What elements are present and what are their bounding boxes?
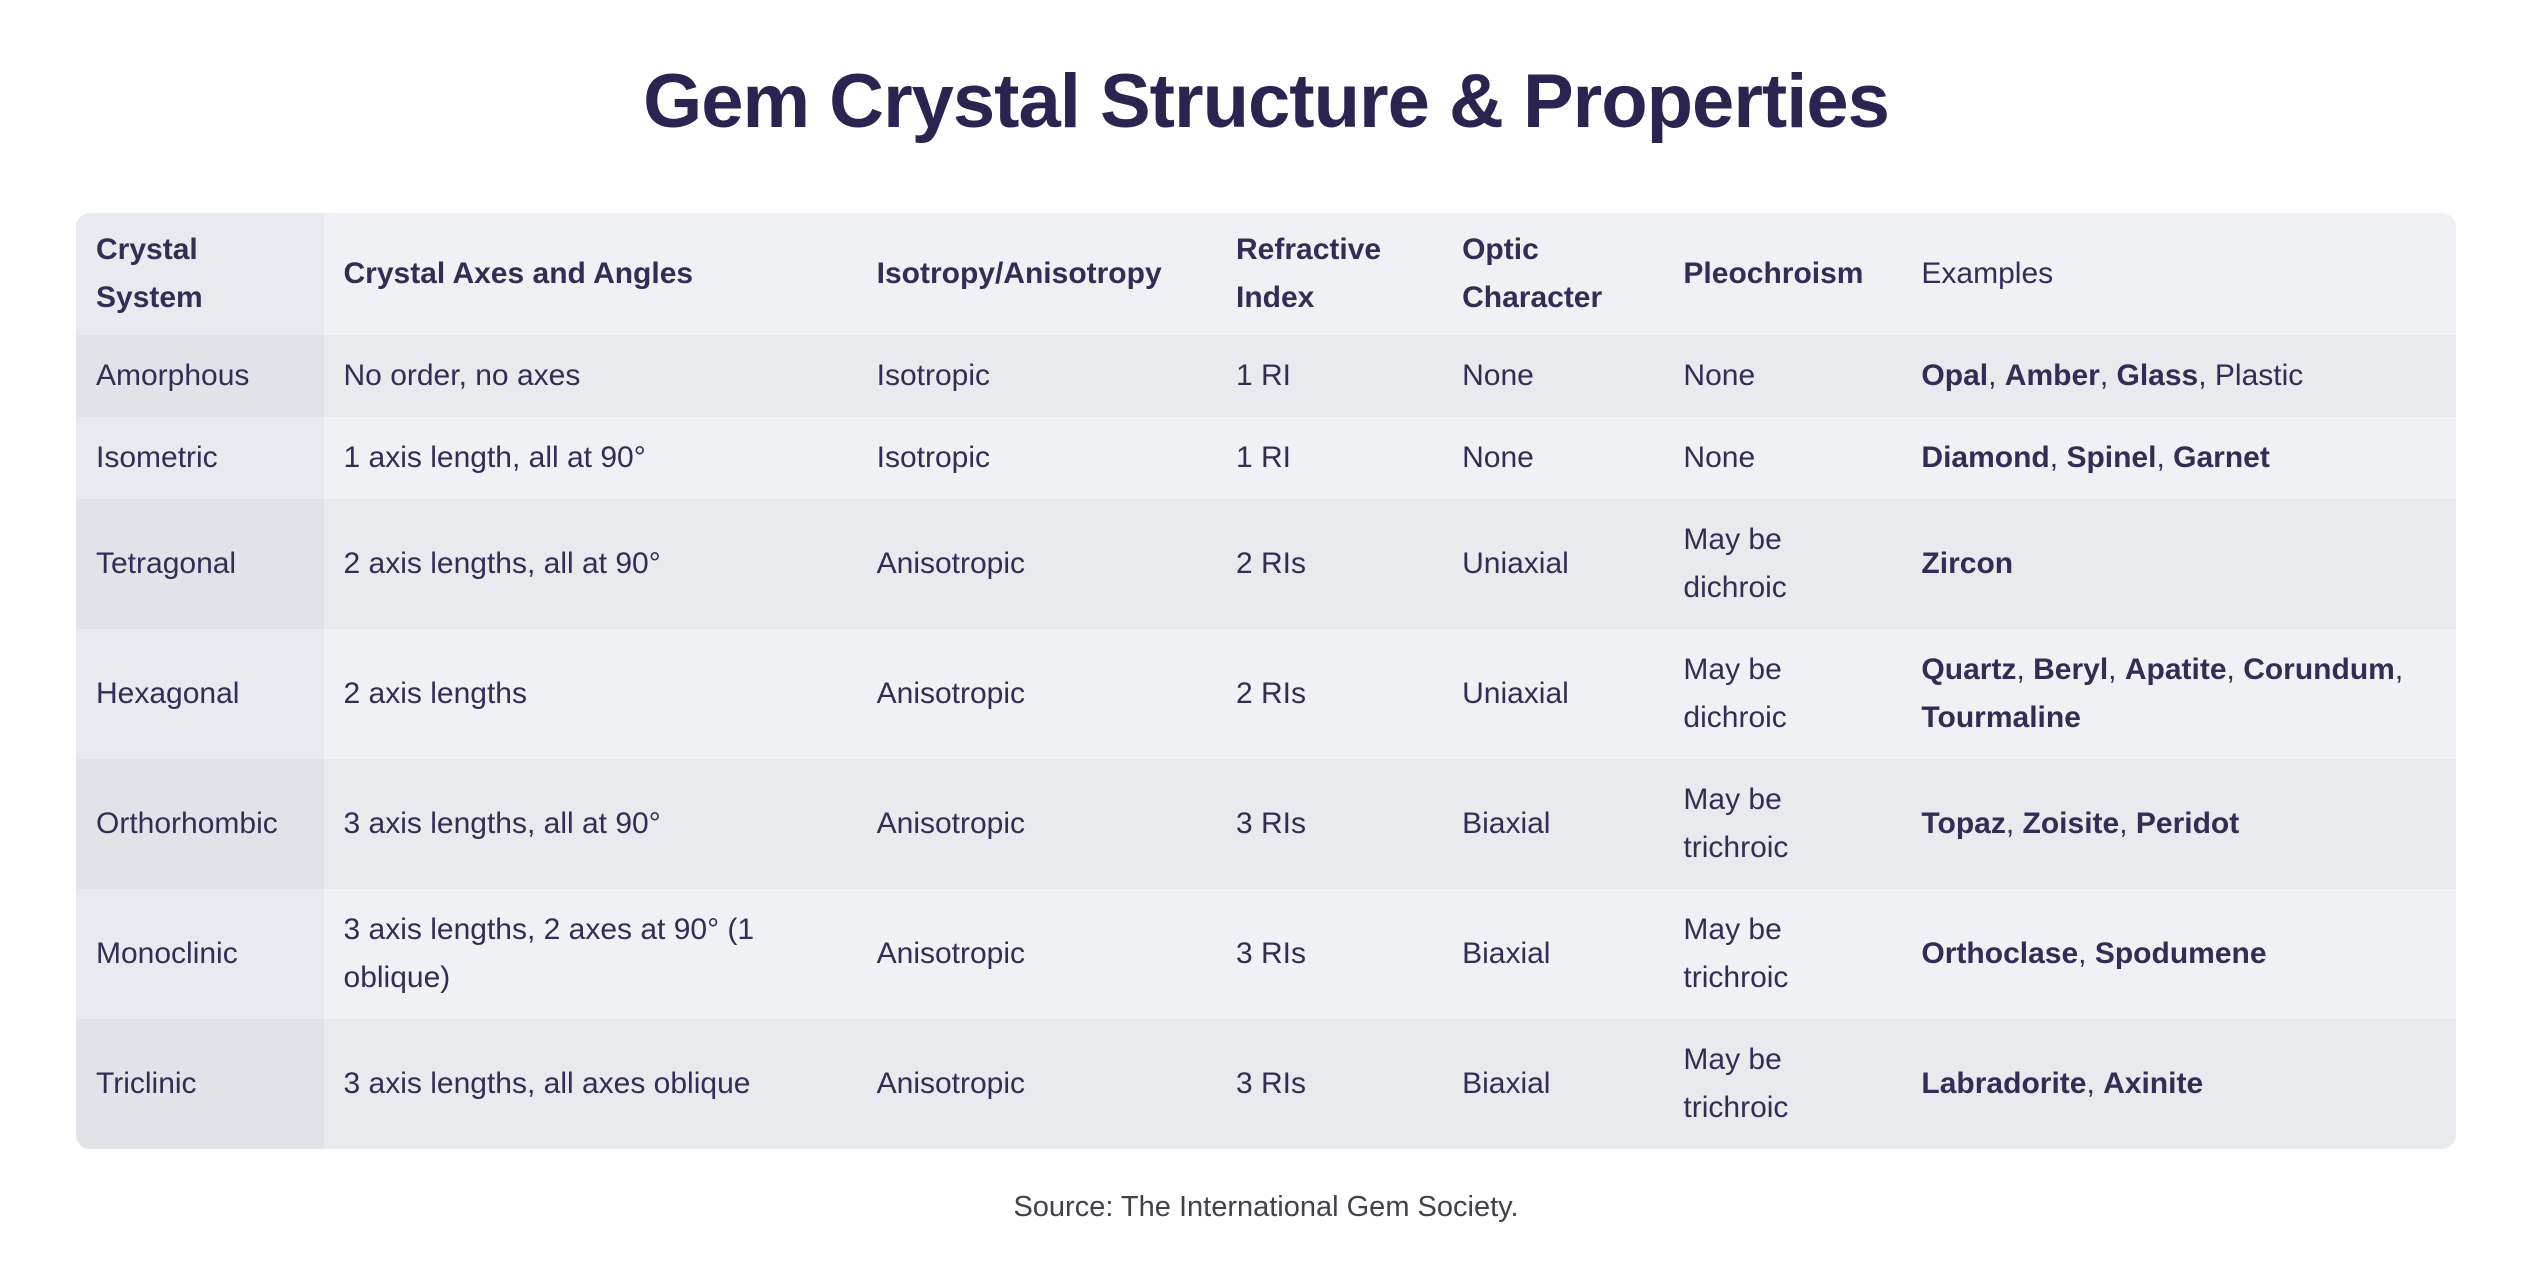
cell-axes-angles: 2 axis lengths xyxy=(323,629,857,760)
gem-example-tourmaline: Tourmaline xyxy=(1921,701,2081,735)
cell-refractive-index: 3 RIs xyxy=(1216,889,1443,1020)
table-row-monoclinic: Monoclinic 3 axis lengths, 2 axes at 90° … xyxy=(76,889,2456,1020)
infographic-page: Gem Crystal Structure & Properties Cryst… xyxy=(0,56,2532,1227)
cell-axes-angles: 3 axis lengths, all axes oblique xyxy=(323,1019,857,1150)
column-header-examples: Examples xyxy=(1901,213,2456,336)
table-row-isometric: Isometric 1 axis length, all at 90° Isotro… xyxy=(76,417,2456,500)
cell-optic-character: None xyxy=(1442,335,1664,418)
table-header-row: Crystal System Crystal Axes and Angles Iso… xyxy=(76,213,2456,336)
column-header-isotropy-anisotropy: Isotropy/Anisotropy xyxy=(856,213,1216,336)
gem-example-plastic: Plastic xyxy=(2214,359,2304,393)
cell-isotropy: Anisotropic xyxy=(856,889,1216,1020)
table-row-tetragonal: Tetragonal 2 axis lengths, all at 90° Anis… xyxy=(76,499,2456,630)
cell-examples: Opal, Amber, Glass, Plastic xyxy=(1901,335,2456,418)
gem-example-diamond: Diamond xyxy=(1921,441,2050,475)
cell-optic-character: Uniaxial xyxy=(1442,629,1664,760)
column-header-optic-character: Optic Character xyxy=(1442,213,1664,336)
column-header-pleochroism: Pleochroism xyxy=(1663,213,1902,336)
gem-example-axinite: Axinite xyxy=(2103,1067,2204,1101)
column-header-crystal-system: Crystal System xyxy=(76,213,324,336)
cell-optic-character: Biaxial xyxy=(1442,889,1664,1020)
gem-properties-table: Crystal System Crystal Axes and Angles Iso… xyxy=(76,213,2456,1150)
cell-examples: Topaz, Zoisite, Peridot xyxy=(1901,759,2456,890)
cell-refractive-index: 1 RI xyxy=(1216,335,1443,418)
cell-pleochroism: None xyxy=(1663,335,1902,418)
cell-examples: Zircon xyxy=(1901,499,2456,630)
cell-isotropy: Anisotropic xyxy=(856,1019,1216,1150)
table-row-triclinic: Triclinic 3 axis lengths, all axes obliqu… xyxy=(76,1019,2456,1150)
cell-optic-character: None xyxy=(1442,417,1664,500)
cell-optic-character: Biaxial xyxy=(1442,1019,1664,1150)
gem-example-spinel: Spinel xyxy=(2066,441,2157,475)
cell-axes-angles: 3 axis lengths, all at 90° xyxy=(323,759,857,890)
gem-example-corundum: Corundum xyxy=(2243,653,2395,687)
cell-isotropy: Isotropic xyxy=(856,417,1216,500)
gem-example-topaz: Topaz xyxy=(1921,807,2006,841)
cell-crystal-system: Amorphous xyxy=(76,335,324,418)
cell-examples: Orthoclase, Spodumene xyxy=(1901,889,2456,1020)
cell-isotropy: Anisotropic xyxy=(856,629,1216,760)
gem-example-zircon: Zircon xyxy=(1921,547,2014,581)
gem-example-opal: Opal xyxy=(1921,359,1989,393)
page-title: Gem Crystal Structure & Properties xyxy=(643,59,1890,144)
cell-crystal-system: Isometric xyxy=(76,417,324,500)
cell-pleochroism: May be dichroic xyxy=(1663,629,1902,760)
cell-pleochroism: May be trichroic xyxy=(1663,1019,1902,1150)
cell-crystal-system: Hexagonal xyxy=(76,629,324,760)
cell-isotropy: Anisotropic xyxy=(856,759,1216,890)
gem-example-garnet: Garnet xyxy=(2173,441,2270,475)
gem-example-beryl: Beryl xyxy=(2033,653,2109,687)
cell-axes-angles: 1 axis length, all at 90° xyxy=(323,417,857,500)
cell-crystal-system: Monoclinic xyxy=(76,889,324,1020)
gem-example-peridot: Peridot xyxy=(2135,807,2240,841)
cell-pleochroism: May be trichroic xyxy=(1663,889,1902,1020)
cell-refractive-index: 1 RI xyxy=(1216,417,1443,500)
gem-example-spodumene: Spodumene xyxy=(2094,937,2267,971)
cell-examples: Labradorite, Axinite xyxy=(1901,1019,2456,1150)
gem-example-amber: Amber xyxy=(2004,359,2100,393)
gem-example-labradorite: Labradorite xyxy=(1921,1067,2087,1101)
table-row-hexagonal: Hexagonal 2 axis lengths Anisotropic 2 RIs U… xyxy=(76,629,2456,760)
cell-axes-angles: 2 axis lengths, all at 90° xyxy=(323,499,857,630)
cell-examples: Quartz, Beryl, Apatite, Corundum, Tourma… xyxy=(1901,629,2456,760)
column-header-crystal-axes-and-angles: Crystal Axes and Angles xyxy=(323,213,857,336)
table-row-amorphous: Amorphous No order, no axes Isotropic 1 RI N… xyxy=(76,335,2456,418)
cell-crystal-system: Orthorhombic xyxy=(76,759,324,890)
cell-refractive-index: 2 RIs xyxy=(1216,499,1443,630)
gem-example-zoisite: Zoisite xyxy=(2022,807,2120,841)
cell-refractive-index: 2 RIs xyxy=(1216,629,1443,760)
table-row-orthorhombic: Orthorhombic 3 axis lengths, all at 90° An… xyxy=(76,759,2456,890)
cell-optic-character: Uniaxial xyxy=(1442,499,1664,630)
gem-example-quartz: Quartz xyxy=(1921,653,2017,687)
cell-crystal-system: Triclinic xyxy=(76,1019,324,1150)
gem-example-orthoclase: Orthoclase xyxy=(1921,937,2079,971)
cell-refractive-index: 3 RIs xyxy=(1216,759,1443,890)
cell-isotropy: Anisotropic xyxy=(856,499,1216,630)
cell-examples: Diamond, Spinel, Garnet xyxy=(1901,417,2456,500)
source-note: Source: The International Gem Society. xyxy=(1013,1191,1519,1224)
cell-pleochroism: None xyxy=(1663,417,1902,500)
cell-pleochroism: May be trichroic xyxy=(1663,759,1902,890)
cell-isotropy: Isotropic xyxy=(856,335,1216,418)
gem-table: Crystal System Crystal Axes and Angles Iso… xyxy=(76,213,2456,1150)
column-header-refractive-index: Refractive Index xyxy=(1216,213,1443,336)
cell-optic-character: Biaxial xyxy=(1442,759,1664,890)
cell-crystal-system: Tetragonal xyxy=(76,499,324,630)
cell-refractive-index: 3 RIs xyxy=(1216,1019,1443,1150)
cell-pleochroism: May be dichroic xyxy=(1663,499,1902,630)
cell-axes-angles: No order, no axes xyxy=(323,335,857,418)
cell-axes-angles: 3 axis lengths, 2 axes at 90° (1 oblique… xyxy=(323,889,857,1020)
gem-example-apatite: Apatite xyxy=(2124,653,2227,687)
gem-example-glass: Glass xyxy=(2116,359,2199,393)
